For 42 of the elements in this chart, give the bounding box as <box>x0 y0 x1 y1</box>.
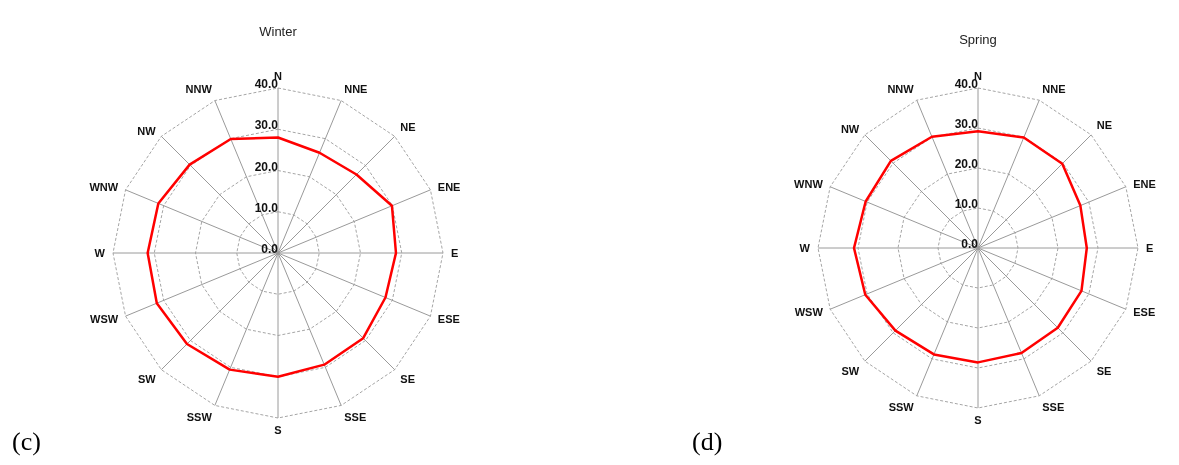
spoke-label: SW <box>841 364 860 377</box>
text: (c) <box>12 427 41 457</box>
spoke-label: SW <box>137 373 157 386</box>
spoke-label: ESE <box>437 313 460 326</box>
spoke-label: SE <box>1096 364 1112 377</box>
spoke-label: ESE <box>1133 306 1156 319</box>
spoke-label: W <box>799 241 811 254</box>
spoke-label: NNW <box>887 82 915 95</box>
spoke-label: WSW <box>794 306 824 319</box>
spoke-label: E <box>451 246 459 259</box>
y-tick-label: 10.0 <box>254 200 279 215</box>
spoke-label: SSW <box>888 401 915 414</box>
spoke-label: S <box>274 423 282 436</box>
spoke-label: SSE <box>344 410 367 423</box>
text: (d) <box>692 427 723 457</box>
spoke-label: NNW <box>185 83 213 96</box>
spoke-label: SSW <box>186 410 213 423</box>
spoke-label: NW <box>840 123 860 136</box>
spoke-label: E <box>1146 241 1154 254</box>
spoke-label: SE <box>400 373 416 386</box>
spoke-label: S <box>974 413 982 426</box>
chart-title: Spring <box>958 32 998 47</box>
spoke-label: WNW <box>89 180 119 193</box>
spoke-label: NNE <box>1042 82 1066 95</box>
y-tick-label: 20.0 <box>254 159 279 174</box>
chart-title: Winter <box>258 24 298 39</box>
spoke-label: W <box>94 246 106 259</box>
y-tick-label: 20.0 <box>954 157 979 171</box>
spoke-label: NE <box>400 120 416 133</box>
spoke-label: SSE <box>1042 401 1065 414</box>
y-tick-label: 10.0 <box>954 197 979 211</box>
y-tick-label: 30.0 <box>954 117 979 131</box>
y-tick-label: 30.0 <box>254 118 279 133</box>
spoke-label: NE <box>1096 119 1113 132</box>
spoke-label: WSW <box>90 313 119 326</box>
spoke-label: NW <box>137 124 157 137</box>
spoke-label: ENE <box>1133 177 1156 190</box>
spoke-label: NNE <box>344 83 368 96</box>
spoke-label: ENE <box>437 180 461 193</box>
y-tick-label: 0.0 <box>961 237 979 251</box>
spoke-label: WNW <box>794 177 824 190</box>
y-tick-label: 0.0 <box>261 242 279 256</box>
